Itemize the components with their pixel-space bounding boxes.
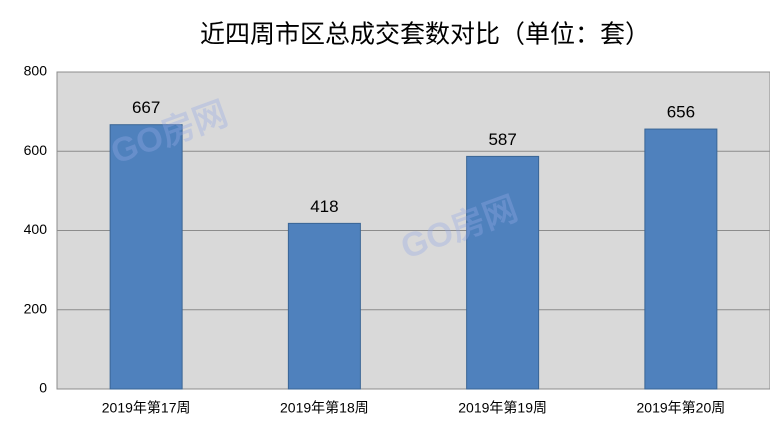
data-label: 418 xyxy=(310,197,338,216)
y-tick-label: 400 xyxy=(24,221,48,237)
x-tick-label: 2019年第20周 xyxy=(637,400,726,416)
data-label: 587 xyxy=(488,130,516,149)
data-label: 667 xyxy=(132,98,160,117)
bar xyxy=(466,155,540,390)
y-tick-label: 0 xyxy=(39,380,47,396)
bar xyxy=(644,128,718,390)
data-label: 656 xyxy=(667,103,695,122)
y-tick-label: 600 xyxy=(24,142,48,158)
y-tick-label: 200 xyxy=(24,300,48,316)
x-tick-label: 2019年第18周 xyxy=(280,400,369,416)
x-tick-label: 2019年第19周 xyxy=(458,400,547,416)
bar xyxy=(287,222,361,390)
chart-title: 近四周市区总成交套数对比（单位：套） xyxy=(200,21,650,49)
bar xyxy=(109,124,183,390)
y-tick-label: 800 xyxy=(24,63,48,79)
x-tick-label: 2019年第17周 xyxy=(102,400,191,416)
